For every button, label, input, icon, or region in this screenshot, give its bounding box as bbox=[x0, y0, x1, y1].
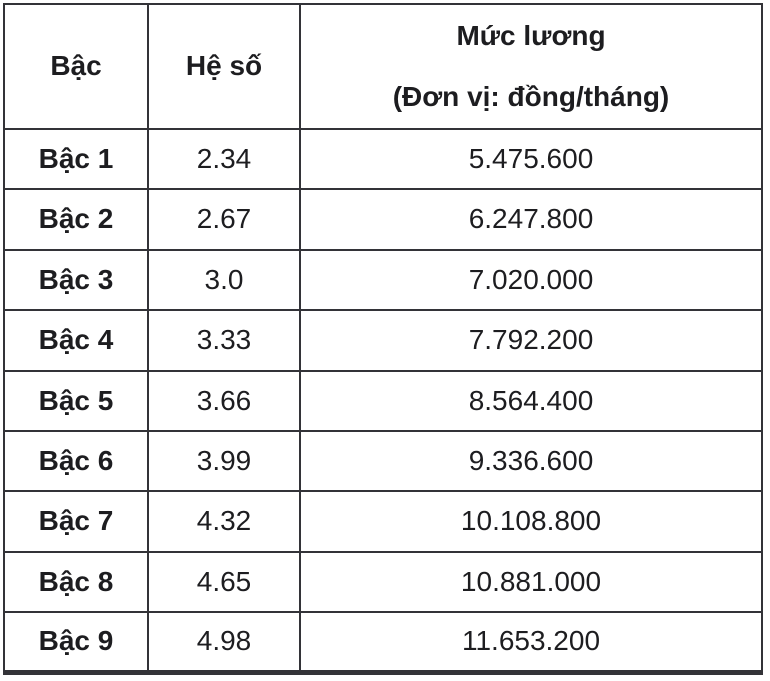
cell-salary: 5.475.600 bbox=[299, 127, 763, 191]
cell-level: Bậc 9 bbox=[3, 611, 149, 676]
table-row: Bậc 7 4.32 10.108.800 bbox=[3, 490, 763, 553]
cell-coefficient: 3.33 bbox=[147, 309, 301, 372]
cell-salary: 7.020.000 bbox=[299, 248, 763, 312]
table-row: Bậc 5 3.66 8.564.400 bbox=[3, 369, 763, 432]
cell-level: Bậc 4 bbox=[3, 309, 149, 372]
table-row: Bậc 6 3.99 9.336.600 bbox=[3, 429, 763, 493]
cell-level: Bậc 6 bbox=[3, 429, 149, 493]
salary-table: Bậc Hệ số Mức lương (Đơn vị: đồng/tháng)… bbox=[3, 3, 763, 676]
cell-coefficient: 3.66 bbox=[147, 369, 301, 432]
cell-coefficient: 3.99 bbox=[147, 429, 301, 493]
table-row: Bậc 2 2.67 6.247.800 bbox=[3, 188, 763, 251]
table-body: Bậc 1 2.34 5.475.600 Bậc 2 2.67 6.247.80… bbox=[3, 127, 763, 676]
cell-salary: 10.881.000 bbox=[299, 550, 763, 614]
table-row: Bậc 4 3.33 7.792.200 bbox=[3, 309, 763, 372]
table-row: Bậc 3 3.0 7.020.000 bbox=[3, 248, 763, 312]
cell-salary: 9.336.600 bbox=[299, 429, 763, 493]
table-row: Bậc 8 4.65 10.881.000 bbox=[3, 550, 763, 614]
cell-coefficient: 4.98 bbox=[147, 611, 301, 676]
header-cell-he-so: Hệ số bbox=[147, 3, 301, 130]
cell-level: Bậc 8 bbox=[3, 550, 149, 614]
muc-luong-title: Mức lương bbox=[456, 20, 606, 52]
header-cell-bac: Bậc bbox=[3, 3, 149, 130]
cell-salary: 7.792.200 bbox=[299, 309, 763, 372]
cell-coefficient: 2.34 bbox=[147, 127, 301, 191]
cell-coefficient: 4.32 bbox=[147, 490, 301, 553]
cell-salary: 6.247.800 bbox=[299, 188, 763, 251]
muc-luong-header-stack: Mức lương (Đơn vị: đồng/tháng) bbox=[302, 6, 760, 127]
cell-salary: 8.564.400 bbox=[299, 369, 763, 432]
table-row: Bậc 1 2.34 5.475.600 bbox=[3, 127, 763, 191]
header-cell-muc-luong: Mức lương (Đơn vị: đồng/tháng) bbox=[299, 3, 763, 130]
cell-coefficient: 4.65 bbox=[147, 550, 301, 614]
cell-level: Bậc 2 bbox=[3, 188, 149, 251]
cell-coefficient: 3.0 bbox=[147, 248, 301, 312]
header-row: Bậc Hệ số Mức lương (Đơn vị: đồng/tháng) bbox=[3, 3, 763, 130]
cell-level: Bậc 3 bbox=[3, 248, 149, 312]
cell-coefficient: 2.67 bbox=[147, 188, 301, 251]
cell-level: Bậc 7 bbox=[3, 490, 149, 553]
cell-salary: 10.108.800 bbox=[299, 490, 763, 553]
cell-level: Bậc 1 bbox=[3, 127, 149, 191]
table-header: Bậc Hệ số Mức lương (Đơn vị: đồng/tháng) bbox=[3, 3, 763, 130]
table-row: Bậc 9 4.98 11.653.200 bbox=[3, 611, 763, 676]
cell-salary: 11.653.200 bbox=[299, 611, 763, 676]
cell-level: Bậc 5 bbox=[3, 369, 149, 432]
muc-luong-unit: (Đơn vị: đồng/tháng) bbox=[392, 80, 670, 112]
